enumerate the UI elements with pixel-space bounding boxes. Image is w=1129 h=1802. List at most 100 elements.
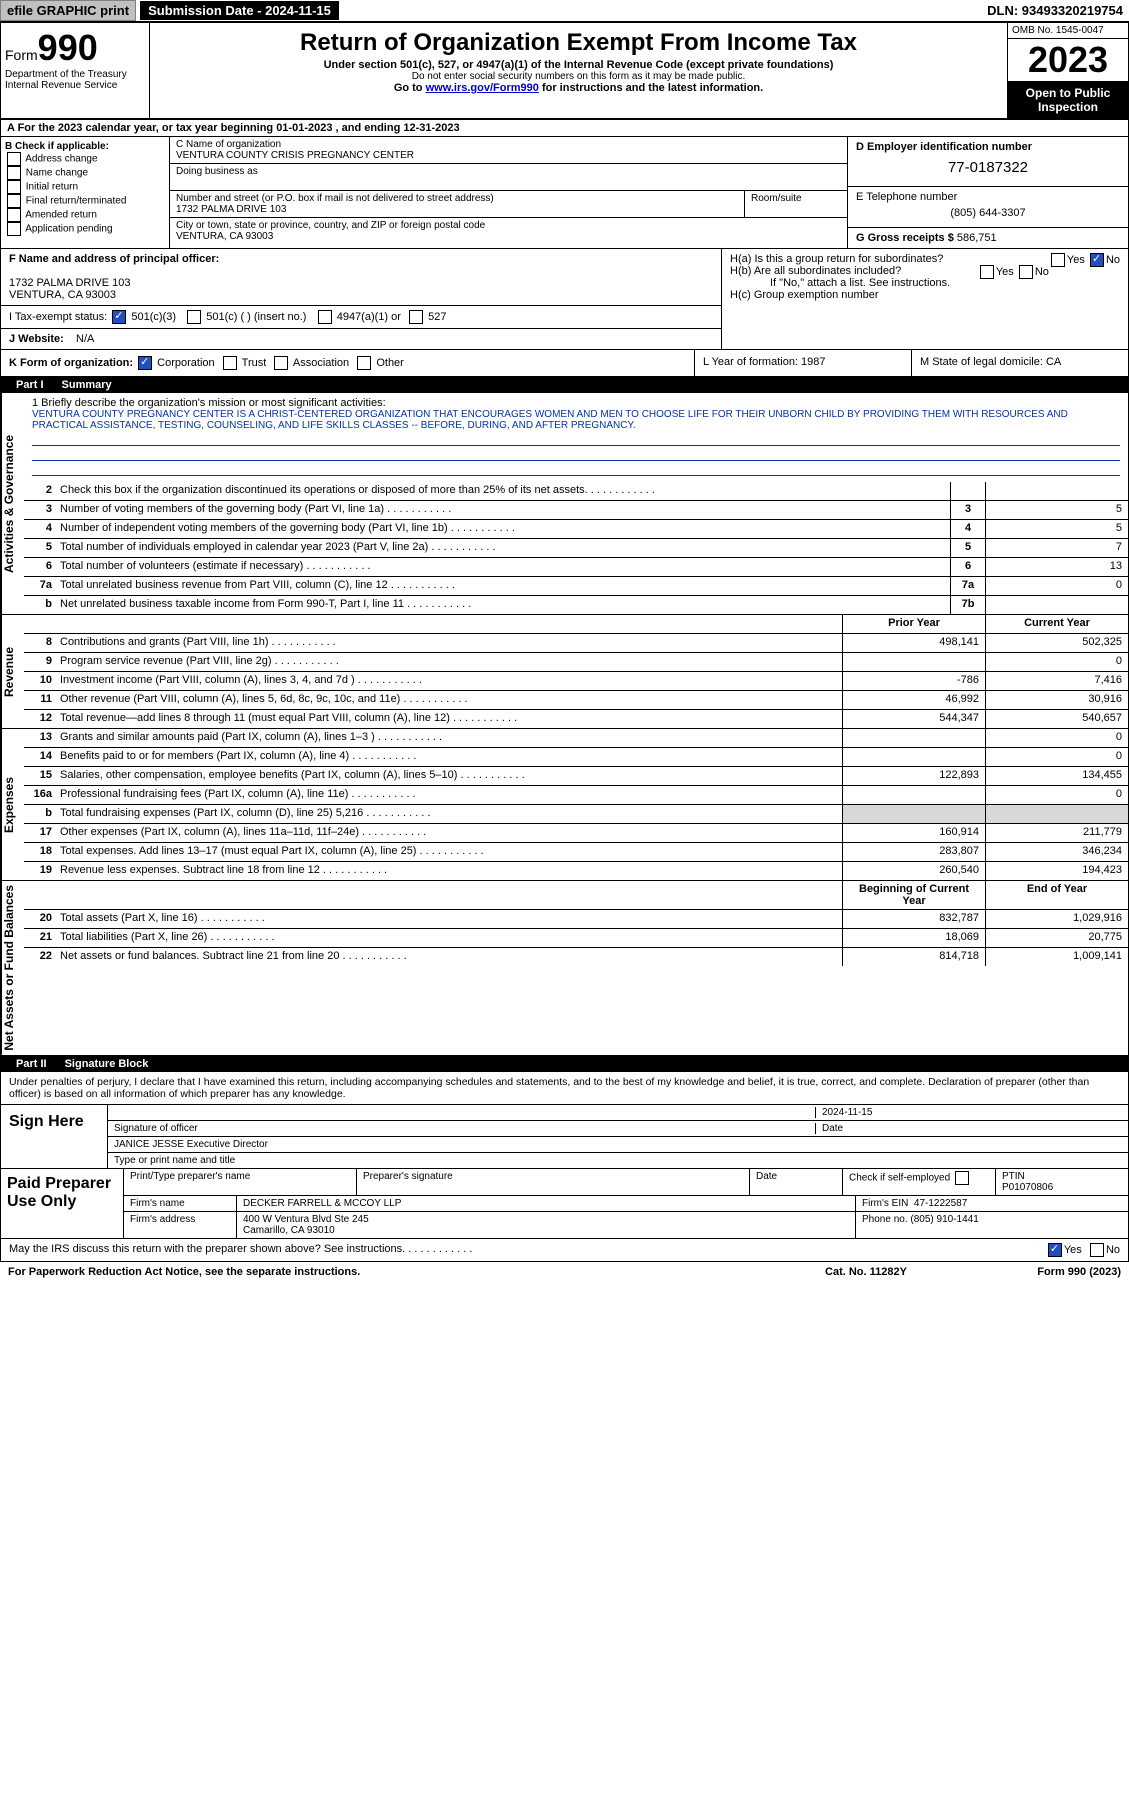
gross-receipts: 586,751 (957, 232, 997, 244)
line-2: 2 Check this box if the organization dis… (24, 482, 1128, 501)
line-22: 22 Net assets or fund balances. Subtract… (24, 948, 1128, 966)
dln: DLN: 93493320219754 (981, 1, 1129, 20)
addr-change-checkbox[interactable] (7, 152, 21, 166)
firm-phone: (805) 910-1441 (910, 1214, 978, 1225)
box-d: D Employer identification number 77-0187… (848, 137, 1128, 248)
form-number: 990 (38, 27, 98, 68)
self-employed-checkbox[interactable] (955, 1171, 969, 1185)
irs-link[interactable]: www.irs.gov/Form990 (426, 82, 539, 94)
sign-here-label: Sign Here (1, 1105, 108, 1168)
col-fgij: F Name and address of principal officer:… (1, 249, 722, 349)
submission-date: Submission Date - 2024-11-15 (140, 1, 339, 20)
row-a-tax-year: A For the 2023 calendar year, or tax yea… (0, 120, 1129, 137)
ptin: P01070806 (1002, 1182, 1053, 1193)
subtitle-1: Under section 501(c), 527, or 4947(a)(1)… (160, 59, 997, 71)
line-13: 13 Grants and similar amounts paid (Part… (24, 729, 1128, 748)
form-prefix: Form (5, 47, 38, 63)
line-6: 6 Total number of volunteers (estimate i… (24, 558, 1128, 577)
vtab-revenue: Revenue (1, 615, 24, 728)
line-9: 9 Program service revenue (Part VIII, li… (24, 653, 1128, 672)
paid-preparer-block: Paid Preparer Use Only Print/Type prepar… (0, 1169, 1129, 1239)
initial-return-checkbox[interactable] (7, 180, 21, 194)
assoc-checkbox[interactable] (274, 356, 288, 370)
open-public-badge: Open to Public Inspection (1008, 82, 1128, 118)
corp-checkbox[interactable] (138, 356, 152, 370)
4947-checkbox[interactable] (318, 310, 332, 324)
line-20: 20 Total assets (Part X, line 16) 832,78… (24, 910, 1128, 929)
website: N/A (76, 333, 94, 345)
hb-no-checkbox[interactable] (1019, 265, 1033, 279)
firm-ein: 47-1222587 (914, 1198, 967, 1209)
efile-print-button[interactable]: efile GRAPHIC print (0, 0, 136, 21)
header-left: Form990 Department of the Treasury Inter… (1, 23, 150, 118)
line-18: 18 Total expenses. Add lines 13–17 (must… (24, 843, 1128, 862)
line-14: 14 Benefits paid to or for members (Part… (24, 748, 1128, 767)
governance-section: Activities & Governance 1 Briefly descri… (0, 393, 1129, 615)
other-checkbox[interactable] (357, 356, 371, 370)
paid-preparer-label: Paid Preparer Use Only (1, 1169, 124, 1238)
line-21: 21 Total liabilities (Part X, line 26) 1… (24, 929, 1128, 948)
final-return-checkbox[interactable] (7, 194, 21, 208)
vtab-governance: Activities & Governance (1, 393, 24, 614)
box-c: C Name of organization VENTURA COUNTY CR… (170, 137, 848, 248)
revenue-section: Revenue Prior Year Current Year 8 Contri… (0, 615, 1129, 729)
sign-here-block: Sign Here 2024-11-15 Signature of office… (0, 1105, 1129, 1169)
top-bar: efile GRAPHIC print Submission Date - 20… (0, 0, 1129, 22)
org-name: VENTURA COUNTY CRISIS PREGNANCY CENTER (176, 150, 841, 161)
line-7a: 7a Total unrelated business revenue from… (24, 577, 1128, 596)
state-domicile: M State of legal domicile: CA (912, 350, 1128, 376)
city-state-zip: VENTURA, CA 93003 (176, 231, 841, 242)
part-1-header: Part I Summary (0, 377, 1129, 393)
501c3-checkbox[interactable] (112, 310, 126, 324)
box-b: B Check if applicable: Address change Na… (1, 137, 170, 248)
sign-date: 2024-11-15 (815, 1107, 1122, 1118)
firm-name: DECKER FARRELL & MCCOY LLP (237, 1196, 856, 1211)
name-change-checkbox[interactable] (7, 166, 21, 180)
perjury-statement: Under penalties of perjury, I declare th… (0, 1072, 1129, 1105)
line-19: 19 Revenue less expenses. Subtract line … (24, 862, 1128, 880)
netassets-section: Net Assets or Fund Balances Beginning of… (0, 881, 1129, 1056)
page-footer: For Paperwork Reduction Act Notice, see … (0, 1262, 1129, 1282)
mission-text: VENTURA COUNTY PREGNANCY CENTER IS A CHR… (32, 409, 1120, 431)
subtitle-2: Do not enter social security numbers on … (160, 71, 997, 82)
phone: (805) 644-3307 (856, 203, 1120, 223)
line-b: b Total fundraising expenses (Part IX, c… (24, 805, 1128, 824)
line-15: 15 Salaries, other compensation, employe… (24, 767, 1128, 786)
line-16a: 16a Professional fundraising fees (Part … (24, 786, 1128, 805)
discuss-no-checkbox[interactable] (1090, 1243, 1104, 1257)
527-checkbox[interactable] (409, 310, 423, 324)
form-header: Form990 Department of the Treasury Inter… (0, 22, 1129, 120)
section-bcd: B Check if applicable: Address change Na… (0, 137, 1129, 249)
form-title: Return of Organization Exempt From Incom… (160, 29, 997, 57)
part-2-header: Part II Signature Block (0, 1056, 1129, 1072)
501c-checkbox[interactable] (187, 310, 201, 324)
line-17: 17 Other expenses (Part IX, column (A), … (24, 824, 1128, 843)
line-3: 3 Number of voting members of the govern… (24, 501, 1128, 520)
row-klm: K Form of organization: Corporation Trus… (0, 350, 1129, 377)
line-b: b Net unrelated business taxable income … (24, 596, 1128, 614)
hb-yes-checkbox[interactable] (980, 265, 994, 279)
line-11: 11 Other revenue (Part VIII, column (A),… (24, 691, 1128, 710)
discuss-yes-checkbox[interactable] (1048, 1243, 1062, 1257)
omb-number: OMB No. 1545-0047 (1008, 23, 1128, 39)
line-10: 10 Investment income (Part VIII, column … (24, 672, 1128, 691)
ein: 77-0187322 (856, 153, 1120, 182)
dept-treasury: Department of the Treasury Internal Reve… (5, 69, 145, 91)
box-h: H(a) Is this a group return for subordin… (722, 249, 1128, 349)
app-pending-checkbox[interactable] (7, 222, 21, 236)
line-4: 4 Number of independent voting members o… (24, 520, 1128, 539)
vtab-netassets: Net Assets or Fund Balances (1, 881, 24, 1055)
officer-name: JANICE JESSE Executive Director (114, 1139, 1122, 1150)
amended-checkbox[interactable] (7, 208, 21, 222)
subtitle-3: Go to www.irs.gov/Form990 for instructio… (160, 82, 997, 94)
discuss-row: May the IRS discuss this return with the… (0, 1239, 1129, 1262)
header-right: OMB No. 1545-0047 2023 Open to Public In… (1007, 23, 1128, 118)
expenses-section: Expenses 13 Grants and similar amounts p… (0, 729, 1129, 881)
line-12: 12 Total revenue—add lines 8 through 11 … (24, 710, 1128, 728)
vtab-expenses: Expenses (1, 729, 24, 880)
line-8: 8 Contributions and grants (Part VIII, l… (24, 634, 1128, 653)
ha-yes-checkbox[interactable] (1051, 253, 1065, 267)
year-formation: L Year of formation: 1987 (695, 350, 912, 376)
ha-no-checkbox[interactable] (1090, 253, 1104, 267)
trust-checkbox[interactable] (223, 356, 237, 370)
